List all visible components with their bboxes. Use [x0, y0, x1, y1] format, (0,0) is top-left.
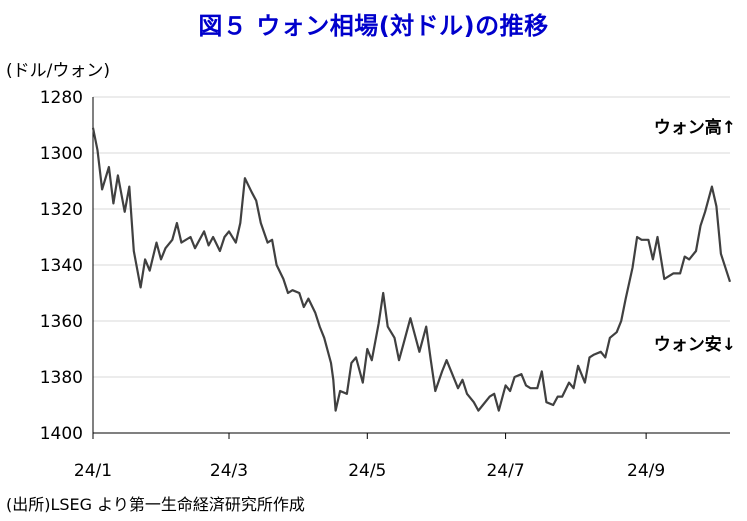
y-tick-label: 1340: [40, 256, 83, 276]
y-tick-label: 1400: [40, 424, 83, 444]
series-layer: [91, 127, 732, 412]
series-line: [91, 127, 732, 412]
y-tick-label: 1380: [40, 368, 83, 388]
chart-title: 図５ ウォン相場(対ドル)の推移: [198, 12, 549, 40]
x-tick-label: 24/3: [210, 461, 248, 481]
gridlines: [93, 96, 730, 378]
x-tick-label: 24/5: [348, 461, 386, 481]
y-tick-label: 1360: [40, 312, 83, 332]
y-axis-label: (ドル/ウォン): [6, 61, 110, 81]
annotation-won-weak: ウォン安↓: [654, 334, 736, 355]
annotation-won-strong: ウォン高↑: [654, 117, 736, 138]
y-tick-label: 1320: [40, 200, 83, 220]
x-tick-label: 24/7: [486, 461, 524, 481]
x-tick-label: 24/1: [74, 461, 112, 481]
chart-text: (ドル/ウォン) ウォン高↑ ウォン安↓: [6, 61, 736, 355]
y-tick-label: 1280: [40, 88, 83, 108]
x-tick-label: 24/9: [627, 461, 665, 481]
axes: 1280 1300 1320 1340 1360 1380 1400 24/1 24/3 24/5…: [40, 88, 730, 481]
y-tick-label: 1300: [40, 144, 83, 164]
source-note: (出所)LSEG より第一生命経済研究所作成: [6, 495, 305, 514]
